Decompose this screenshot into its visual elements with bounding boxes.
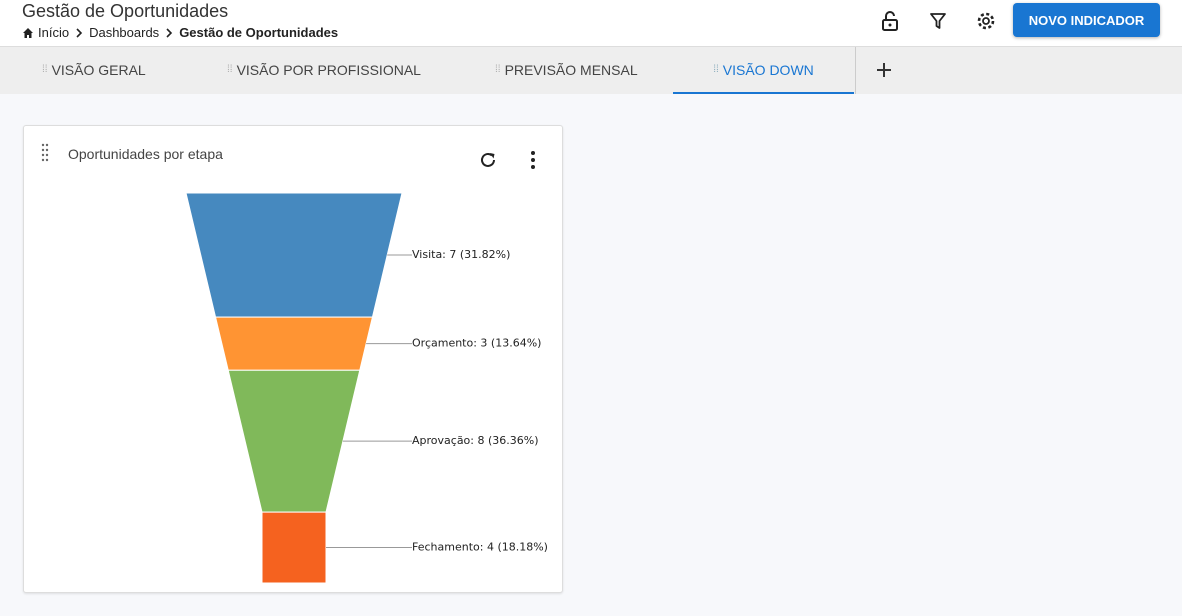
drag-dots: ⁞⁞: [227, 64, 233, 75]
funnel-segment: [227, 369, 361, 513]
funnel-chart: Visita: 7 (31.82%) Orçamento: 3 (13.64%) A…: [185, 192, 548, 584]
add-tab[interactable]: [875, 61, 893, 79]
tab-label: PREVISÃO MENSAL: [504, 61, 638, 78]
crumb-current: Gestão de Oportunidades: [179, 25, 339, 40]
new-indicator-button[interactable]: NOVO INDICADOR: [1013, 3, 1160, 37]
header: Gestão de Oportunidades Início Dashboard…: [0, 0, 1182, 47]
menu-icon[interactable]: [528, 150, 538, 170]
tab[interactable]: ⁞⁞ PREVISÃO MENSAL: [495, 47, 638, 92]
segment-label: Aprovação: 8 (36.36%): [412, 434, 539, 447]
tab[interactable]: ⁞⁞ VISÃO POR PROFISSIONAL: [227, 47, 421, 92]
funnel-segment: [261, 511, 327, 584]
tab-divider: [855, 47, 856, 94]
segment-label: Orçamento: 3 (13.64%): [412, 337, 541, 350]
funnel-segment: [214, 316, 374, 371]
tab-bar: ⁞⁞ VISÃO GERAL ⁞⁞ VISÃO POR PROFISSIONAL ⁞…: [0, 47, 1182, 94]
widget-card: Oportunidades por etapa Visita: 7 (31.82…: [23, 125, 563, 593]
tab-active[interactable]: ⁞⁞ VISÃO DOWN: [673, 47, 854, 94]
drag-dots: ⁞⁞: [495, 64, 501, 75]
funnel-segment: [185, 192, 403, 318]
segment-label: Fechamento: 4 (18.18%): [412, 541, 548, 554]
tab-label: VISÃO GERAL: [51, 61, 146, 78]
tab-label: VISÃO DOWN: [722, 61, 814, 78]
card-title: Oportunidades por etapa: [68, 146, 223, 162]
home-icon: [23, 27, 33, 38]
drag-dots: ⁞⁞: [42, 64, 48, 75]
drag-dots: ⁞⁞: [713, 64, 719, 75]
filter-icon[interactable]: [927, 10, 949, 32]
page-title: Gestão de Oportunidades: [22, 1, 229, 21]
lock-icon[interactable]: [879, 10, 901, 32]
tab[interactable]: ⁞⁞ VISÃO GERAL: [42, 47, 146, 92]
settings-icon[interactable]: [975, 10, 997, 32]
segment-label: Visita: 7 (31.82%): [412, 248, 510, 261]
chevron: [76, 27, 83, 38]
crumb[interactable]: Dashboards: [89, 25, 160, 40]
crumb[interactable]: Início: [38, 25, 70, 40]
tab-label: VISÃO POR PROFISSIONAL: [236, 61, 421, 78]
chevron: [166, 27, 173, 38]
drag-handle[interactable]: [40, 143, 50, 165]
breadcrumb: Início Dashboards Gestão de Oportunidade…: [22, 25, 338, 40]
refresh-icon[interactable]: [477, 149, 499, 171]
